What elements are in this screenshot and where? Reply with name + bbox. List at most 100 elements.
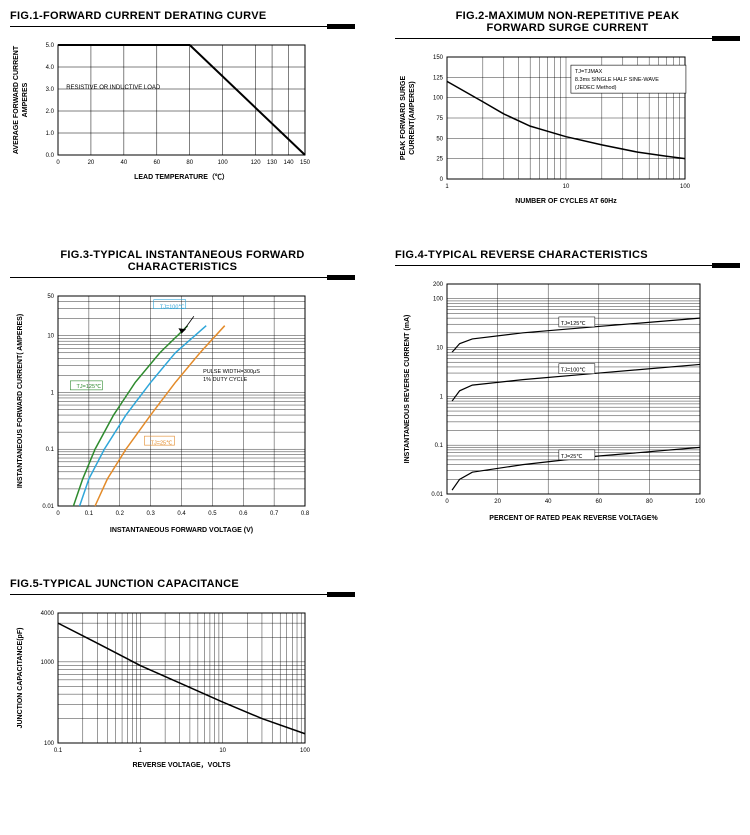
fig4-title: FIG.4-TYPICAL REVERSE CHARACTERISTICS — [395, 249, 740, 261]
svg-text:10: 10 — [563, 184, 570, 190]
svg-text:0.2: 0.2 — [116, 511, 125, 517]
svg-text:50: 50 — [47, 294, 54, 300]
svg-text:0.3: 0.3 — [146, 511, 155, 517]
svg-text:100: 100 — [433, 297, 444, 303]
svg-text:40: 40 — [545, 499, 552, 505]
svg-text:2.0: 2.0 — [46, 109, 55, 115]
svg-text:1000: 1000 — [41, 660, 55, 666]
svg-text:INSTANTANEOUS REVERSE CURRENT: INSTANTANEOUS REVERSE CURRENT (mA) — [404, 315, 411, 464]
svg-text:50: 50 — [436, 136, 443, 142]
svg-text:60: 60 — [595, 499, 602, 505]
svg-text:0: 0 — [440, 177, 444, 183]
svg-text:0: 0 — [56, 511, 60, 517]
svg-text:TJ=25℃: TJ=25℃ — [561, 454, 583, 460]
svg-text:5.0: 5.0 — [46, 43, 55, 49]
svg-text:150: 150 — [433, 55, 444, 61]
svg-text:100: 100 — [44, 741, 55, 747]
svg-text:INSTANTANEOUS FORWARD CURRENT(: INSTANTANEOUS FORWARD CURRENT( AMPERES) — [17, 314, 24, 488]
svg-text:(JEDEC Method): (JEDEC Method) — [575, 85, 617, 91]
svg-text:8.3ms SINGLE HALF SINE-WAVE: 8.3ms SINGLE HALF SINE-WAVE — [575, 77, 659, 83]
svg-text:INSTANTANEOUS FORWARD VOLTAGE: INSTANTANEOUS FORWARD VOLTAGE (V) — [110, 527, 253, 534]
svg-text:150: 150 — [300, 160, 310, 166]
fig2-title: FIG.2-MAXIMUM NON-REPETITIVE PEAK FORWAR… — [395, 10, 740, 34]
svg-text:PULSE WIDTH=300μS: PULSE WIDTH=300μS — [203, 369, 260, 375]
svg-text:3.0: 3.0 — [46, 87, 55, 93]
svg-text:0.4: 0.4 — [177, 511, 186, 517]
svg-text:RESISTIVE OR INDUCTIVE LOAD: RESISTIVE OR INDUCTIVE LOAD — [66, 85, 161, 91]
svg-text:200: 200 — [433, 282, 444, 288]
svg-text:AVERAGE FORWARD CURRENTAMPERES: AVERAGE FORWARD CURRENTAMPERES — [13, 45, 29, 154]
svg-text:1.0: 1.0 — [46, 131, 55, 137]
svg-text:TJ=100℃: TJ=100℃ — [160, 305, 185, 311]
fig3-panel: FIG.3-TYPICAL INSTANTANEOUS FORWARD CHAR… — [10, 249, 355, 548]
fig4-panel: FIG.4-TYPICAL REVERSE CHARACTERISTICS 0 2… — [395, 249, 740, 548]
svg-text:10: 10 — [219, 748, 226, 754]
svg-text:0.8: 0.8 — [301, 511, 310, 517]
svg-text:REVERSE VOLTAGE，VOLTS: REVERSE VOLTAGE，VOLTS — [132, 762, 230, 769]
svg-text:0.0: 0.0 — [46, 153, 55, 159]
svg-text:80: 80 — [186, 160, 193, 166]
svg-text:100: 100 — [300, 748, 311, 754]
svg-text:1: 1 — [440, 394, 444, 400]
svg-text:0.6: 0.6 — [239, 511, 248, 517]
fig2-rule — [395, 38, 740, 39]
svg-text:20: 20 — [494, 499, 501, 505]
svg-text:1: 1 — [51, 390, 55, 396]
fig4-rule — [395, 265, 740, 266]
svg-text:10: 10 — [47, 334, 54, 340]
svg-text:LEAD TEMPERATURE（℃）: LEAD TEMPERATURE（℃） — [134, 173, 229, 181]
svg-text:0.1: 0.1 — [435, 443, 444, 449]
svg-text:125: 125 — [433, 75, 444, 81]
fig3-title: FIG.3-TYPICAL INSTANTANEOUS FORWARD CHAR… — [10, 249, 355, 273]
fig1-rule — [10, 26, 355, 27]
svg-text:60: 60 — [153, 160, 160, 166]
fig1-title: FIG.1-FORWARD CURRENT DERATING CURVE — [10, 10, 355, 22]
svg-text:75: 75 — [436, 116, 443, 122]
svg-text:0.5: 0.5 — [208, 511, 217, 517]
svg-text:80: 80 — [646, 499, 653, 505]
fig1-panel: FIG.1-FORWARD CURRENT DERATING CURVE 020… — [10, 10, 355, 219]
fig3-rule — [10, 277, 355, 278]
svg-text:100: 100 — [695, 499, 706, 505]
fig5-chart: 0.1 1 10 100 100 1000 4000 REVERSE VOLTAGE，VOLT… — [10, 605, 320, 785]
svg-text:0: 0 — [445, 499, 449, 505]
svg-text:0.7: 0.7 — [270, 511, 279, 517]
fig5-rule — [10, 594, 355, 595]
fig2-panel: FIG.2-MAXIMUM NON-REPETITIVE PEAK FORWAR… — [395, 10, 740, 219]
svg-text:130: 130 — [267, 160, 278, 166]
svg-text:100: 100 — [680, 184, 691, 190]
svg-text:NUMBER OF CYCLES AT 60Hz: NUMBER OF CYCLES AT 60Hz — [515, 198, 617, 205]
svg-text:TJ=125℃: TJ=125℃ — [77, 384, 102, 390]
svg-text:TJ=100℃: TJ=100℃ — [561, 368, 586, 374]
svg-text:0.01: 0.01 — [431, 492, 443, 498]
svg-text:40: 40 — [121, 160, 128, 166]
svg-text:120: 120 — [251, 160, 262, 166]
svg-text:25: 25 — [436, 157, 443, 163]
svg-text:1: 1 — [445, 184, 449, 190]
svg-text:20: 20 — [88, 160, 95, 166]
svg-text:0.01: 0.01 — [42, 504, 54, 510]
svg-text:0.1: 0.1 — [85, 511, 94, 517]
svg-text:PEAK FORWARD SURGECURRENT(AMPE: PEAK FORWARD SURGECURRENT(AMPERES) — [400, 76, 416, 161]
svg-text:100: 100 — [218, 160, 229, 166]
svg-text:100: 100 — [433, 96, 444, 102]
svg-text:10: 10 — [436, 346, 443, 352]
svg-text:1: 1 — [139, 748, 143, 754]
svg-text:PERCENT OF RATED PEAK REVERSE: PERCENT OF RATED PEAK REVERSE VOLTAGE% — [489, 515, 658, 522]
fig2-chart: 1 10 100 0 25 50 75 100 125 150 TJ=TJMAX 8.3ms SING… — [395, 49, 695, 219]
svg-text:TJ=125℃: TJ=125℃ — [561, 321, 586, 327]
fig4-chart: 0 20 40 60 80 100 0.01 0.1 1 10 100 200 TJ=125℃ TJ=10… — [395, 276, 715, 536]
svg-text:140: 140 — [284, 160, 295, 166]
svg-text:4.0: 4.0 — [46, 65, 55, 71]
svg-text:4000: 4000 — [41, 611, 55, 617]
fig1-chart: 0204060801001201301401500.01.02.03.04.05… — [10, 37, 310, 192]
svg-text:TJ=25℃: TJ=25℃ — [151, 441, 173, 447]
fig5-title: FIG.5-TYPICAL JUNCTION CAPACITANCE — [10, 578, 355, 590]
svg-text:JUNCTION CAPACITANCE(pF): JUNCTION CAPACITANCE(pF) — [17, 628, 24, 729]
fig3-chart: 0 0.1 0.2 0.3 0.4 0.5 0.6 0.7 0.8 0.01 0.1 1 10 50 TJ=… — [10, 288, 320, 548]
svg-text:TJ=TJMAX: TJ=TJMAX — [575, 69, 603, 75]
fig5-panel: FIG.5-TYPICAL JUNCTION CAPACITANCE 0.1 1 1… — [10, 578, 355, 785]
svg-text:1% DUTY CYCLE: 1% DUTY CYCLE — [203, 377, 248, 383]
svg-text:0.1: 0.1 — [54, 748, 63, 754]
svg-text:0.1: 0.1 — [46, 447, 55, 453]
